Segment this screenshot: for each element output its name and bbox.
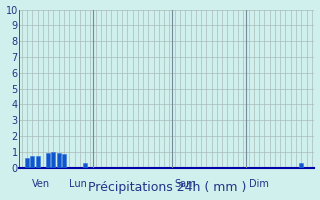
Bar <box>25 158 29 168</box>
Text: Ven: Ven <box>32 179 51 189</box>
Bar <box>46 153 50 168</box>
Bar <box>30 156 34 168</box>
Text: Sam: Sam <box>175 179 196 189</box>
Bar <box>83 163 87 168</box>
Bar <box>52 152 55 168</box>
Bar <box>62 154 66 168</box>
Bar <box>36 156 40 168</box>
Text: Lun: Lun <box>69 179 87 189</box>
Bar <box>57 153 61 168</box>
Text: Dim: Dim <box>249 179 268 189</box>
X-axis label: Précipitations 24h ( mm ): Précipitations 24h ( mm ) <box>88 181 246 194</box>
Bar <box>299 163 303 168</box>
